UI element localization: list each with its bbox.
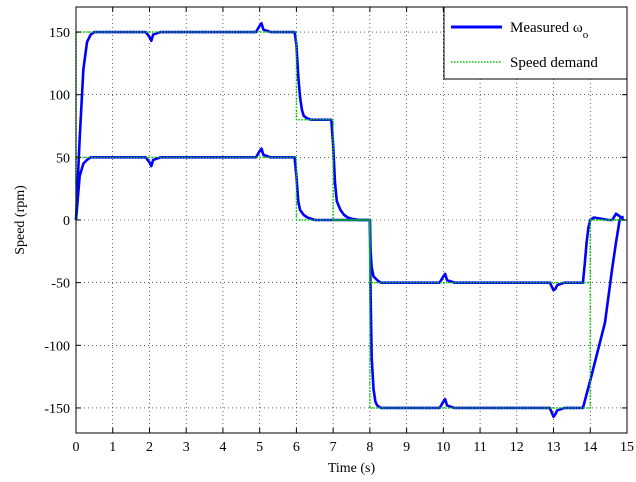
y-tick-label: 50 (56, 151, 70, 166)
series-line-measured-upper (74, 21, 625, 419)
legend-label-measured-main: Measured ω (510, 20, 583, 36)
x-tick-label: 9 (403, 440, 410, 455)
x-tick-label: 10 (436, 440, 450, 455)
legend-label-measured-sub: o (583, 29, 589, 41)
y-tick-label: -50 (51, 277, 70, 292)
x-tick-label: 13 (547, 440, 561, 455)
x-tick-label: 3 (183, 440, 190, 455)
legend-label-demand: Speed demand (510, 55, 598, 71)
legend: Measured ωo Speed demand (443, 6, 628, 80)
x-tick-label: 12 (510, 440, 524, 455)
y-axis-label: Speed (rpm) (13, 185, 28, 255)
y-tick-label: -100 (44, 339, 70, 354)
series-line-demand-lower (75, 156, 627, 284)
x-tick-label: 14 (583, 440, 597, 455)
x-tick-label: 6 (293, 440, 300, 455)
x-tick-label: 7 (330, 440, 337, 455)
x-axis-label: Time (s) (328, 461, 376, 476)
series-lines (74, 21, 627, 419)
y-tick-label: 0 (63, 214, 70, 229)
x-tick-label: 1 (109, 440, 116, 455)
y-tick-label: -150 (44, 402, 70, 417)
x-tick-label: 15 (620, 440, 634, 455)
x-tick-label: 8 (366, 440, 373, 455)
x-tick-label: 11 (473, 440, 486, 455)
legend-box (443, 6, 628, 80)
y-tick-labels: -150 -100 -50 0 50 100 150 (44, 26, 70, 417)
y-tick-label: 150 (49, 26, 70, 41)
x-tick-labels: 0 1 2 3 4 5 6 7 8 9 10 11 12 13 14 15 (73, 440, 635, 455)
x-tick-label: 4 (219, 440, 226, 455)
x-tick-label: 2 (146, 440, 153, 455)
x-tick-label: 0 (73, 440, 80, 455)
x-tick-label: 5 (256, 440, 263, 455)
y-tick-label: 100 (49, 89, 70, 104)
legend-label-measured: Measured ωo (510, 20, 589, 41)
